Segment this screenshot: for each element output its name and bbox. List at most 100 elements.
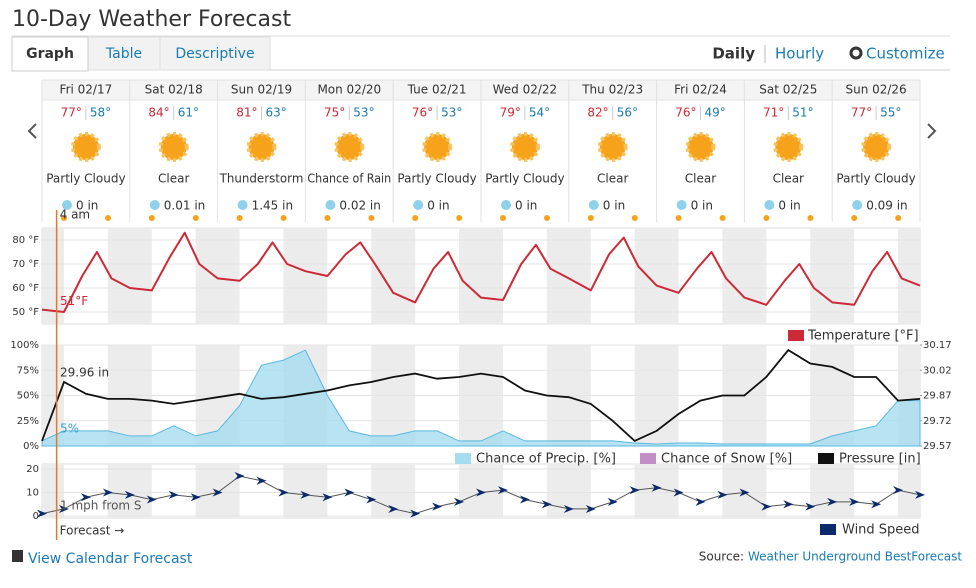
night-band (283, 464, 328, 518)
tick-label: 100% (10, 340, 39, 351)
tick-label: 0 (33, 511, 39, 522)
day-high: 76° (675, 106, 696, 120)
legend-swatch (640, 453, 656, 464)
night-band (722, 228, 767, 324)
day-precip: 0 in (515, 199, 537, 213)
wind-arrow (827, 497, 838, 506)
wind-arrow (146, 495, 157, 504)
wind-arrow (476, 488, 486, 497)
wind-arrow (871, 500, 882, 509)
next-arrow[interactable] (927, 123, 937, 139)
day-low: 51° (792, 106, 813, 120)
day-precip: 0 in (76, 199, 98, 213)
moon-icon (851, 215, 858, 221)
day-condition: Chance of Rain (307, 172, 391, 186)
sun-icon (70, 132, 101, 162)
tab[interactable]: Graph (26, 46, 74, 62)
night-band (810, 464, 855, 518)
sun-icon (422, 132, 453, 162)
day-low: 53° (353, 106, 374, 120)
sun-icon (685, 132, 716, 162)
y2-tick-label: 30.02 (923, 365, 952, 376)
day-date: Mon 02/20 (317, 83, 381, 97)
drop-icon (237, 200, 248, 210)
day-high: 77° (851, 106, 872, 120)
day-low: 55° (880, 106, 901, 120)
moon-icon (719, 215, 726, 221)
wind-arrow (651, 483, 662, 492)
day-condition: Partly Cloudy (485, 172, 564, 186)
day-condition: Partly Cloudy (397, 172, 476, 186)
wind-arrow (695, 497, 706, 506)
tab[interactable]: Table (105, 46, 142, 62)
view-toggle[interactable]: Hourly (775, 45, 824, 63)
source-link[interactable]: Weather Underground BestForecast (748, 550, 962, 564)
customize-link[interactable]: Customize (866, 45, 945, 63)
y2-tick-label: 30.17 (923, 340, 952, 351)
day-high: 81° (236, 106, 257, 120)
moon-icon (148, 215, 155, 221)
wind-arrow (212, 488, 223, 497)
moon-icon (587, 215, 594, 221)
legend-swatch (788, 330, 804, 341)
drop-icon (501, 200, 511, 210)
wind-arrow (410, 509, 421, 518)
wind-arrow (37, 509, 47, 518)
tab-bg[interactable] (159, 36, 271, 71)
tick-label: 10 (26, 488, 39, 499)
wind-arrow (783, 500, 794, 509)
day-high: 82° (587, 106, 608, 120)
wind-arrow (454, 497, 465, 506)
moon-icon (456, 215, 463, 221)
day-high: 75° (324, 106, 345, 120)
night-band (371, 228, 416, 324)
wind-arrow (300, 490, 311, 499)
moon-icon (895, 215, 902, 221)
day-low: 54° (529, 106, 550, 120)
gear-icon[interactable] (849, 46, 863, 60)
legend-swatch (818, 453, 834, 464)
tab[interactable]: Descriptive (175, 46, 254, 62)
day-date: Sat 02/18 (145, 83, 203, 97)
day-precip: 0 in (427, 199, 449, 213)
tick-label: 80 °F (12, 235, 39, 246)
temperature-line (41, 231, 921, 313)
day-high: 71° (763, 106, 784, 120)
wind-arrow (58, 504, 69, 513)
day-low: 53° (441, 106, 462, 120)
wind-annotation: 1 mph from S (60, 499, 142, 513)
wind-arrow (761, 502, 772, 511)
view-toggle[interactable]: Daily (712, 45, 755, 63)
legend-swatch (820, 524, 836, 535)
wind-arrow (673, 488, 684, 497)
wind-arrow (102, 488, 113, 497)
night-band (898, 228, 920, 324)
day-date: Fri 02/17 (60, 83, 113, 97)
temp-annotation: 51°F (60, 294, 88, 308)
wind-arrow (80, 493, 91, 502)
wind-arrow (541, 500, 552, 509)
sun-icon (334, 132, 365, 162)
night-band (546, 228, 591, 324)
tick-label: 60 °F (12, 283, 39, 294)
night-band (42, 228, 64, 324)
wind-arrow (585, 504, 596, 513)
calendar-icon (12, 550, 23, 562)
day-condition: Clear (597, 172, 628, 186)
wind-arrow (124, 490, 135, 499)
tick-label: 0% (23, 441, 39, 452)
day-low: 61° (178, 106, 199, 120)
moon-icon (631, 215, 638, 221)
day-precip: 0 in (603, 199, 625, 213)
wind-arrow (893, 486, 904, 495)
night-band (283, 228, 328, 324)
moon-icon (544, 215, 550, 221)
precip-area (41, 349, 921, 447)
tab-bg[interactable] (87, 36, 161, 71)
calendar-link[interactable]: View Calendar Forecast (28, 551, 193, 567)
tab-active[interactable] (11, 36, 89, 72)
prev-arrow[interactable] (27, 123, 37, 139)
moon-icon (61, 215, 67, 221)
day-high: 76° (412, 106, 433, 120)
wind-arrow (497, 486, 508, 495)
